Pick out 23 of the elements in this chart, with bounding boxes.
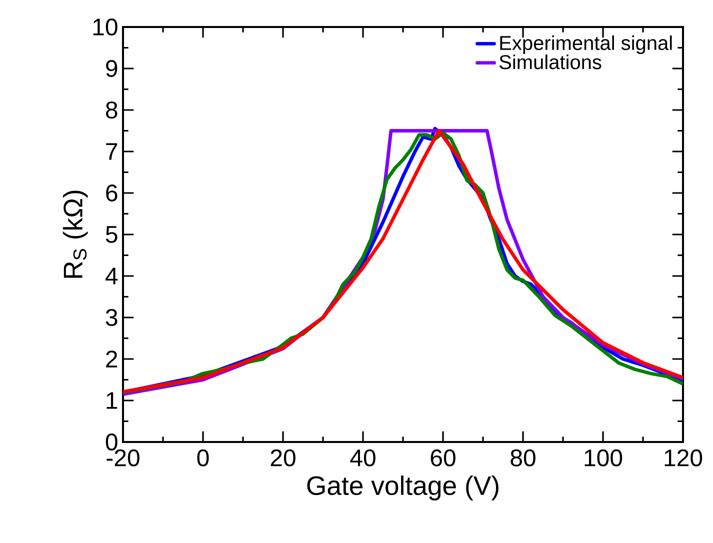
y-tick-label: 7 — [106, 143, 118, 160]
y-tick-label: 10 — [93, 18, 118, 36]
y-tick-label: 6 — [106, 184, 118, 202]
y-tick-label: 5 — [106, 226, 118, 243]
x-axis-title: Gate voltage (V) — [307, 476, 498, 500]
y-tick-label: 9 — [106, 60, 118, 77]
y-tick-label: 0 — [106, 433, 118, 450]
x-tick-label: 120 — [664, 449, 702, 466]
x-tick-label: 60 — [430, 449, 456, 466]
legend-label: Experimental signal — [500, 35, 672, 54]
x-tick-label: -20 — [106, 449, 140, 466]
y-tick-label: 2 — [106, 350, 118, 368]
x-tick-label: 0 — [197, 449, 209, 466]
y-tick-label: 4 — [105, 268, 118, 284]
y-tick-label: 3 — [106, 308, 118, 326]
legend-label: Simulations — [500, 54, 602, 70]
y-tick-label: 1 — [106, 392, 118, 409]
y-axis-title: R$_{S}$ (kΩ) — [62, 190, 88, 278]
x-tick-label: 80 — [510, 449, 536, 466]
x-tick-label: 20 — [270, 449, 296, 466]
y-tick-label: 8 — [106, 101, 118, 118]
x-tick-label: 40 — [350, 449, 376, 466]
x-tick-label: 100 — [584, 449, 622, 466]
